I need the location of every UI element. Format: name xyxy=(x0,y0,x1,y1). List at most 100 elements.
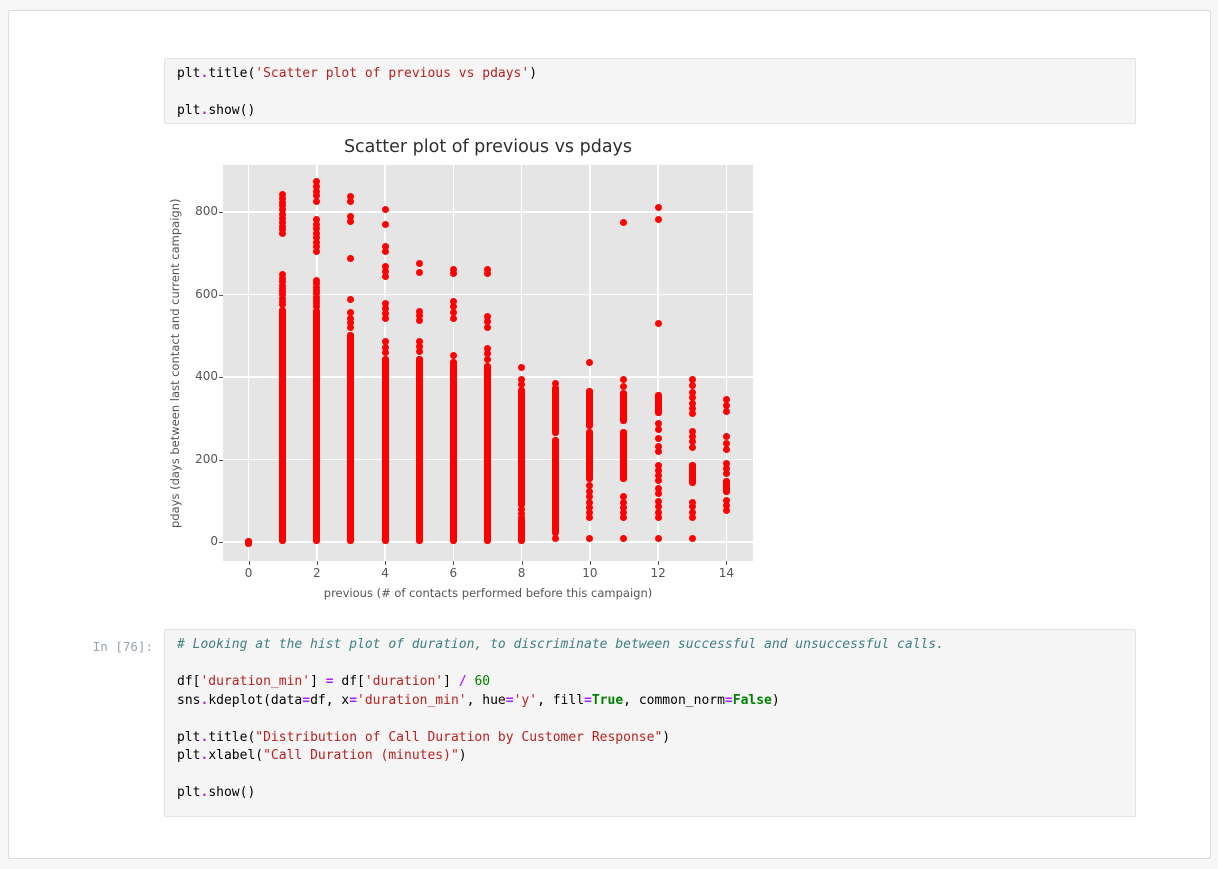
x-tick-label: 10 xyxy=(582,566,598,580)
scatter-point xyxy=(586,508,594,516)
scatter-dense-column xyxy=(722,478,730,495)
scatter-point xyxy=(347,192,355,200)
scatter-point xyxy=(722,433,730,441)
code-token: ] xyxy=(443,674,459,689)
scatter-point xyxy=(722,502,730,510)
code-token: = xyxy=(584,692,592,708)
scatter-dense-column xyxy=(654,391,662,416)
scatter-point xyxy=(279,229,287,237)
scatter-point xyxy=(654,215,662,223)
scatter-point xyxy=(518,513,526,521)
code-token: . xyxy=(200,103,209,118)
x-tick-mark xyxy=(385,561,387,565)
scatter-point xyxy=(518,364,526,372)
code-token: # Looking at the hist plot of duration, … xyxy=(177,637,945,652)
scatter-point xyxy=(415,316,423,324)
code-token: , fill xyxy=(537,692,585,708)
code-token: , hue xyxy=(466,692,506,708)
scatter-point xyxy=(313,229,321,237)
x-tick-label: 6 xyxy=(449,566,458,580)
scatter-point xyxy=(688,381,696,389)
scatter-point xyxy=(415,338,423,346)
code-token: . xyxy=(200,692,209,708)
scatter-point xyxy=(381,300,389,308)
x-tick-mark xyxy=(453,561,455,565)
chart-plot-area xyxy=(223,165,753,561)
scatter-point xyxy=(688,508,696,516)
x-gridline xyxy=(520,165,523,561)
scatter-point xyxy=(347,324,355,332)
x-gridline xyxy=(725,165,728,561)
y-tick-label: 800 xyxy=(195,204,218,219)
scatter-point xyxy=(381,206,389,214)
scatter-point xyxy=(722,408,730,416)
scatter-point xyxy=(313,243,321,251)
code-editor-2[interactable]: # Looking at the hist plot of duration, … xyxy=(165,630,1135,809)
code-editor-1[interactable]: plt.title('Scatter plot of previous vs p… xyxy=(165,59,1135,127)
code-token: = xyxy=(302,692,311,708)
code-token: 'duration_min' xyxy=(200,674,311,689)
code-token: df, x xyxy=(310,692,350,708)
y-tick-mark xyxy=(219,294,223,296)
scatter-point xyxy=(449,309,457,317)
scatter-point xyxy=(313,283,321,291)
scatter-point xyxy=(279,226,287,234)
scatter-point xyxy=(620,508,628,516)
scatter-point xyxy=(381,221,389,229)
scatter-dense-column xyxy=(347,331,355,545)
x-tick-mark xyxy=(658,561,660,565)
scatter-point xyxy=(313,220,321,228)
scatter-point xyxy=(449,265,457,273)
scatter-point xyxy=(449,303,457,311)
code-token: . xyxy=(200,729,209,745)
scatter-point xyxy=(279,194,287,202)
code-token: plt xyxy=(177,785,201,800)
code-token: ) xyxy=(529,66,538,81)
scatter-point xyxy=(688,438,696,446)
scatter-point xyxy=(654,447,662,455)
code-token: "Call Duration (minutes)" xyxy=(263,748,459,763)
scatter-point xyxy=(688,443,696,451)
code-token: show() xyxy=(208,103,256,118)
x-tick-label: 8 xyxy=(517,566,526,580)
x-tick-label: 0 xyxy=(244,566,253,580)
scatter-point xyxy=(654,435,662,443)
scatter-point xyxy=(518,509,526,517)
scatter-point xyxy=(415,312,423,320)
x-tick-label: 2 xyxy=(313,566,321,580)
code-cell-2: # Looking at the hist plot of duration, … xyxy=(164,629,1136,817)
code-token: "Distribution of Call Duration by Custom… xyxy=(255,729,663,745)
scatter-point xyxy=(279,206,287,214)
scatter-point xyxy=(722,439,730,447)
scatter-point xyxy=(688,404,696,412)
scatter-point xyxy=(347,218,355,225)
code-token: plt xyxy=(177,748,201,763)
scatter-point xyxy=(381,343,389,351)
scatter-point xyxy=(654,514,662,522)
scatter-point xyxy=(586,513,594,521)
scatter-point xyxy=(654,466,662,474)
scatter-point xyxy=(279,294,287,302)
scatter-point xyxy=(654,442,662,450)
scatter-point xyxy=(688,375,696,383)
scatter-point xyxy=(722,445,730,453)
scatter-dense-column xyxy=(483,362,491,545)
scatter-point xyxy=(347,309,355,317)
scatter-point xyxy=(381,248,389,256)
scatter-point xyxy=(688,432,696,440)
scatter-point xyxy=(620,218,628,226)
x-tick-label: 4 xyxy=(381,566,389,580)
scatter-point xyxy=(483,312,491,320)
scatter-point xyxy=(620,503,628,511)
y-tick-label: 0 xyxy=(210,534,218,549)
code-token: = xyxy=(505,692,514,708)
code-token: . xyxy=(200,748,209,763)
scatter-point xyxy=(654,319,662,327)
code-token: = xyxy=(325,674,334,689)
scatter-point xyxy=(586,503,594,511)
scatter-point xyxy=(449,352,457,360)
scatter-point xyxy=(586,493,594,501)
scatter-point xyxy=(483,350,491,358)
scatter-point xyxy=(313,178,321,186)
scatter-point xyxy=(313,293,321,301)
